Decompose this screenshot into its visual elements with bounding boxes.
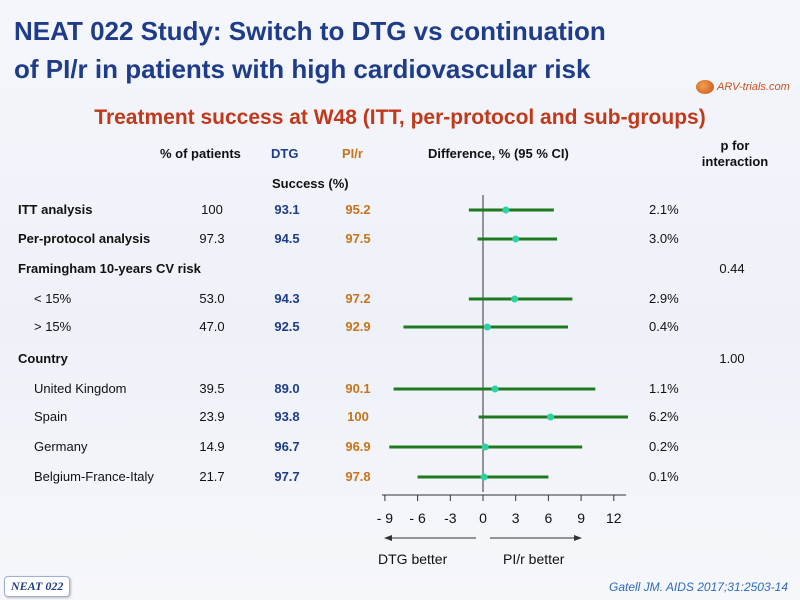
cell-diff: 2.1% [649, 202, 679, 217]
row-label: Belgium-France-Italy [34, 469, 154, 484]
chart-subtitle: Treatment success at W48 (ITT, per-proto… [94, 106, 706, 129]
cell-p: 1.00 [719, 351, 745, 366]
row-label: < 15% [34, 291, 72, 306]
cell-dtg: 97.7 [274, 469, 300, 484]
slide-title-line1: NEAT 022 Study: Switch to DTG vs continu… [14, 16, 606, 46]
point-estimate-3 [483, 323, 491, 331]
cell-pir: 96.9 [345, 439, 371, 454]
cell-pct: 23.9 [199, 409, 225, 424]
point-estimate-0 [502, 206, 510, 214]
cell-dtg: 94.3 [274, 291, 300, 306]
cell-diff: 6.2% [649, 409, 679, 424]
point-estimate-7 [480, 473, 488, 481]
cell-diff: 2.9% [649, 291, 679, 306]
cell-dtg: 93.1 [274, 202, 300, 217]
cell-diff: 0.2% [649, 439, 679, 454]
point-estimate-2 [511, 295, 519, 303]
slide-title: NEAT 022 Study: Switch to DTG vs continu… [14, 12, 714, 88]
cell-diff: 0.1% [649, 469, 679, 484]
row-label: United Kingdom [34, 381, 127, 396]
cell-dtg: 94.5 [274, 231, 300, 246]
cell-pir: 97.8 [345, 469, 371, 484]
x-tick-label: 6 [545, 510, 553, 526]
row-label: Spain [34, 409, 68, 424]
arv-logo-icon [696, 80, 714, 94]
row-label: ITT analysis [18, 202, 93, 217]
cell-pct: 53.0 [199, 291, 225, 306]
header-p-interaction-line2: interaction [701, 154, 769, 169]
cell-dtg: 96.7 [274, 439, 300, 454]
point-estimate-6 [481, 443, 489, 451]
header-difference: Difference, % (95 % CI) [428, 146, 569, 161]
header-success: Success (%) [272, 176, 349, 191]
x-tick-label: - 6 [409, 510, 426, 526]
cell-pct: 47.0 [199, 319, 225, 334]
header-pir: PI/r [342, 146, 363, 161]
x-tick-label: - 9 [377, 510, 394, 526]
header-p-interaction-line1: p for [720, 138, 750, 153]
citation: Gatell JM. AIDS 2017;31:2503-14 [609, 580, 788, 594]
slide-title-line2: of PI/r in patients with high cardiovasc… [14, 54, 591, 84]
row-label: Country [18, 351, 68, 366]
cell-p: 0.44 [719, 261, 745, 276]
x-tick-label: 0 [479, 510, 487, 526]
cell-pct: 97.3 [199, 231, 225, 246]
cell-pir: 100 [347, 409, 369, 424]
point-estimate-1 [512, 235, 520, 243]
point-estimate-4 [491, 385, 499, 393]
x-tick-label: 3 [512, 510, 520, 526]
cell-pir: 97.2 [345, 291, 371, 306]
cell-pir: 95.2 [345, 202, 371, 217]
point-estimate-5 [547, 413, 555, 421]
pir-better-label: PI/r better [503, 551, 565, 567]
x-tick-label: 9 [577, 510, 585, 526]
arv-trials-logo: ARV-trials.com [696, 80, 790, 94]
header-pct-patients: % of patients [160, 146, 241, 161]
cell-diff: 1.1% [649, 381, 679, 396]
cell-diff: 3.0% [649, 231, 679, 246]
logo-text: ARV-trials.com [717, 81, 790, 93]
header-p-interaction: p for interaction [680, 138, 790, 170]
dtg-better-label: DTG better [378, 551, 448, 567]
cell-diff: 0.4% [649, 319, 679, 334]
cell-pir: 97.5 [345, 231, 371, 246]
cell-pct: 21.7 [199, 469, 225, 484]
cell-pir: 92.9 [345, 319, 371, 334]
cell-pct: 39.5 [199, 381, 225, 396]
dtg-better-arrowhead [384, 535, 392, 541]
cell-dtg: 93.8 [274, 409, 300, 424]
x-tick-label: -3 [444, 510, 457, 526]
cell-dtg: 92.5 [274, 319, 300, 334]
row-label: > 15% [34, 319, 72, 334]
row-label: Per-protocol analysis [18, 231, 151, 246]
cell-pct: 14.9 [199, 439, 225, 454]
row-label: Germany [34, 439, 88, 454]
row-label: Framingham 10-years CV risk [18, 261, 201, 276]
cell-pir: 90.1 [345, 381, 371, 396]
cell-pct: 100 [201, 202, 223, 217]
pir-better-arrowhead [574, 535, 582, 541]
header-dtg: DTG [271, 146, 299, 161]
cell-dtg: 89.0 [274, 381, 300, 396]
x-tick-label: 12 [606, 510, 622, 526]
neat022-badge: NEAT 022 [4, 576, 71, 597]
